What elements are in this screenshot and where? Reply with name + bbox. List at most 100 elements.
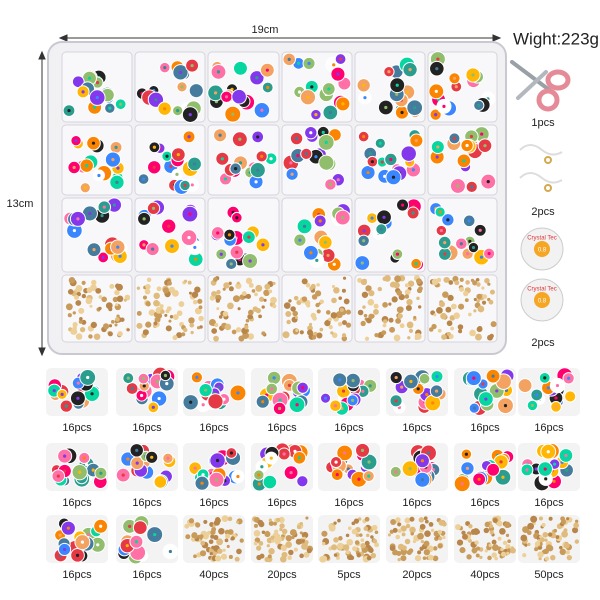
gold-finding	[491, 539, 497, 545]
gold-finding	[553, 528, 558, 533]
bead-pattern	[523, 383, 527, 388]
gold-finding	[218, 529, 224, 535]
gold-finding	[270, 535, 275, 540]
gold-finding	[148, 309, 156, 316]
gold-finding	[363, 526, 369, 531]
gold-finding	[465, 280, 470, 285]
gold-finding	[481, 300, 487, 305]
gold-finding	[222, 287, 226, 291]
gold-finding	[306, 548, 312, 554]
gold-finding	[445, 306, 452, 313]
gold-finding	[424, 519, 429, 524]
gold-finding	[428, 522, 434, 527]
bead-pattern	[452, 136, 457, 140]
bead-pattern	[336, 178, 340, 182]
bead-pattern	[176, 153, 180, 157]
gold-finding	[453, 312, 460, 319]
gold-finding	[136, 322, 143, 329]
gold-finding	[419, 523, 426, 530]
gold-finding	[412, 539, 417, 544]
bead-pattern	[192, 162, 197, 166]
gold-finding	[406, 298, 413, 306]
gold-finding	[224, 538, 229, 543]
gold-finding	[488, 299, 494, 305]
gold-finding	[440, 312, 447, 320]
gold-finding	[75, 300, 82, 306]
gold-finding	[72, 325, 77, 331]
bead-pattern	[534, 467, 538, 471]
bead-pattern	[261, 400, 265, 404]
gold-finding	[268, 289, 273, 294]
gold-finding	[343, 298, 350, 305]
gold-finding	[321, 530, 328, 537]
bead-pattern	[411, 211, 415, 215]
bead-pattern	[229, 451, 234, 455]
bead-pattern	[436, 57, 440, 61]
bead-pattern	[67, 108, 71, 113]
gold-finding	[172, 335, 178, 341]
gold-finding	[438, 519, 445, 526]
bead-pattern	[300, 479, 304, 483]
bead-pattern	[351, 398, 355, 402]
gold-finding	[248, 282, 254, 288]
gold-finding	[183, 327, 188, 333]
bead-pattern	[479, 255, 484, 259]
gold-finding	[432, 546, 438, 551]
bead-pattern	[456, 184, 460, 188]
gold-finding	[247, 333, 255, 340]
bead-pattern	[215, 458, 220, 463]
bead-pattern	[502, 380, 506, 384]
gold-finding	[293, 547, 298, 552]
gold-finding	[225, 533, 231, 539]
bead-pattern	[332, 262, 336, 266]
gold-finding	[235, 282, 242, 289]
bead-pattern	[130, 386, 134, 391]
gold-finding	[446, 331, 451, 337]
gold-finding	[239, 538, 244, 543]
gold-finding	[414, 336, 418, 341]
bead-pattern	[495, 389, 499, 393]
bead-pattern	[95, 95, 99, 100]
gold-finding	[85, 297, 93, 305]
gold-finding	[342, 544, 350, 551]
bead-pattern	[468, 239, 472, 243]
gold-finding	[522, 553, 527, 558]
bead-pattern	[74, 139, 78, 143]
bead-pattern	[81, 90, 85, 94]
bead-pattern	[338, 57, 343, 61]
gold-finding	[258, 296, 265, 302]
quantity-label: 16pcs	[62, 569, 92, 581]
gold-finding	[370, 535, 374, 539]
gold-finding	[110, 319, 115, 324]
bead-pattern	[333, 133, 337, 137]
bead-pattern	[116, 245, 120, 249]
bead-pattern	[165, 382, 169, 386]
bead-pattern	[335, 473, 339, 477]
gold-finding	[494, 556, 498, 561]
gold-finding	[213, 335, 219, 342]
bead-pattern	[233, 167, 238, 171]
gold-finding	[101, 296, 108, 303]
bead-pattern	[362, 229, 366, 233]
quantity-label: 40pcs	[470, 569, 500, 581]
gold-finding	[484, 521, 491, 528]
gold-finding	[500, 551, 507, 557]
bead-pattern	[391, 175, 396, 179]
bead-pattern	[438, 210, 442, 214]
gold-finding	[301, 278, 308, 285]
gold-finding	[483, 527, 490, 534]
gold-finding	[272, 304, 277, 309]
gold-finding	[272, 281, 276, 286]
gold-finding	[301, 542, 309, 550]
bead-pattern	[140, 393, 144, 398]
gold-finding	[548, 516, 553, 521]
bead-pattern	[272, 376, 276, 380]
gold-finding	[220, 553, 228, 560]
gold-finding	[405, 523, 411, 529]
bead-pattern	[422, 377, 427, 381]
bead-pattern	[289, 471, 293, 475]
bead-pattern	[58, 533, 62, 537]
gold-finding	[433, 313, 437, 317]
bead-pattern	[411, 168, 415, 172]
bead-pattern	[471, 245, 476, 250]
